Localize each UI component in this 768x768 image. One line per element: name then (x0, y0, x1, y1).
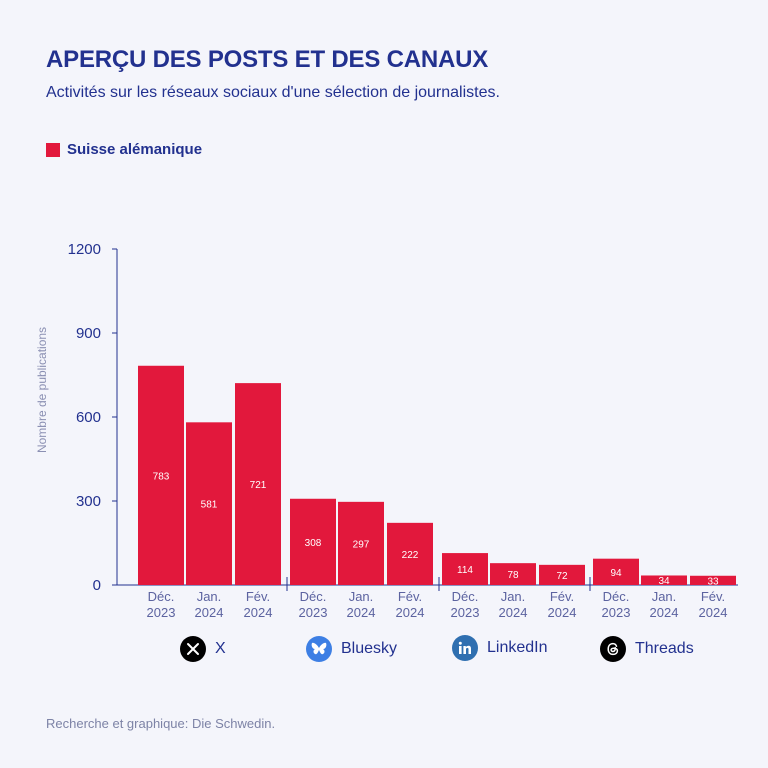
x-tick-label-month: Déc. (452, 589, 479, 604)
platform-linkedin: LinkedIn (452, 635, 548, 661)
bar-value-label: 581 (201, 500, 218, 511)
bar (539, 564, 585, 585)
x-tick-label-year: 2023 (602, 605, 631, 620)
x-tick-label-year: 2024 (244, 605, 273, 620)
x-tick-label-year: 2024 (548, 605, 577, 620)
platform-bluesky: Bluesky (306, 636, 397, 662)
legend-label: Suisse alémanique (67, 141, 203, 158)
x-tick-label-year: 2024 (347, 605, 376, 620)
bar-value-label: 721 (250, 480, 267, 491)
legend-swatch (46, 142, 60, 157)
platform-label: X (215, 640, 226, 657)
platform-label: Threads (635, 640, 694, 657)
bar (387, 522, 433, 585)
x-tick-label-year: 2023 (451, 605, 480, 620)
platform-label: LinkedIn (487, 639, 548, 656)
x-tick-label-month: Jan. (652, 589, 677, 604)
bar-value-label: 33 (707, 576, 719, 587)
bar-chart: 0 300 600 900 1200 Nombre de publications 783 D… (35, 241, 738, 620)
linkedin-logo-icon (452, 635, 478, 661)
bar (490, 563, 536, 585)
x-tick-label-month: Fév. (398, 589, 422, 604)
chart-title: APERÇU DES POSTS ET DES CANAUX (46, 46, 489, 73)
y-tick-label: 1200 (68, 241, 101, 258)
bar (235, 383, 281, 585)
y-axis-title: Nombre de publications (35, 327, 49, 453)
x-logo-icon (180, 636, 206, 662)
bar-value-label: 72 (556, 571, 568, 582)
x-tick-label-year: 2024 (396, 605, 425, 620)
x-tick-label-year: 2024 (650, 605, 679, 620)
x-tick-label-year: 2024 (195, 605, 224, 620)
y-tick-label: 0 (93, 577, 101, 594)
x-tick-label-month: Jan. (197, 589, 222, 604)
bar-value-label: 308 (305, 538, 322, 549)
legend: Suisse alémanique (46, 141, 202, 158)
x-tick-label-month: Fév. (701, 589, 725, 604)
y-tick-label: 300 (76, 493, 101, 510)
bar (186, 422, 232, 585)
threads-logo-icon (600, 636, 626, 662)
bar (593, 558, 639, 585)
bar-value-label: 78 (507, 570, 519, 581)
platform-labels: X Bluesky LinkedIn Threads (0, 632, 768, 666)
platform-label: Bluesky (341, 640, 398, 657)
bar (338, 501, 384, 585)
bar-value-label: 222 (402, 550, 419, 561)
x-tick-label-month: Fév. (246, 589, 270, 604)
x-tick-label-year: 2023 (299, 605, 328, 620)
x-tick-label-month: Déc. (148, 589, 175, 604)
x-tick-label-year: 2024 (699, 605, 728, 620)
bar (290, 498, 336, 585)
footer-credit: Recherche et graphique: Die Schwedin. (46, 716, 276, 731)
bar-value-label: 297 (353, 539, 370, 550)
bar (442, 553, 488, 585)
chart-subtitle: Activités sur les réseaux sociaux d'une … (46, 84, 500, 101)
bar-value-label: 94 (610, 568, 622, 579)
x-tick-label-year: 2023 (147, 605, 176, 620)
bar-value-label: 114 (457, 565, 473, 576)
x-tick-label-month: Déc. (603, 589, 630, 604)
y-tick-label: 900 (76, 325, 101, 342)
platform-threads: Threads (600, 636, 694, 662)
bar-value-label: 783 (153, 471, 170, 482)
bar (641, 575, 687, 585)
y-tick-label: 600 (76, 409, 101, 426)
x-tick-label-year: 2024 (499, 605, 528, 620)
bar-value-label: 34 (658, 576, 670, 587)
x-tick-label-month: Fév. (550, 589, 574, 604)
x-tick-label-month: Déc. (300, 589, 327, 604)
x-tick-label-month: Jan. (349, 589, 374, 604)
bar (690, 575, 736, 585)
bluesky-butterfly-icon (306, 636, 332, 662)
x-tick-label-month: Jan. (501, 589, 526, 604)
platform-x: X (180, 636, 226, 662)
bar (138, 365, 184, 585)
